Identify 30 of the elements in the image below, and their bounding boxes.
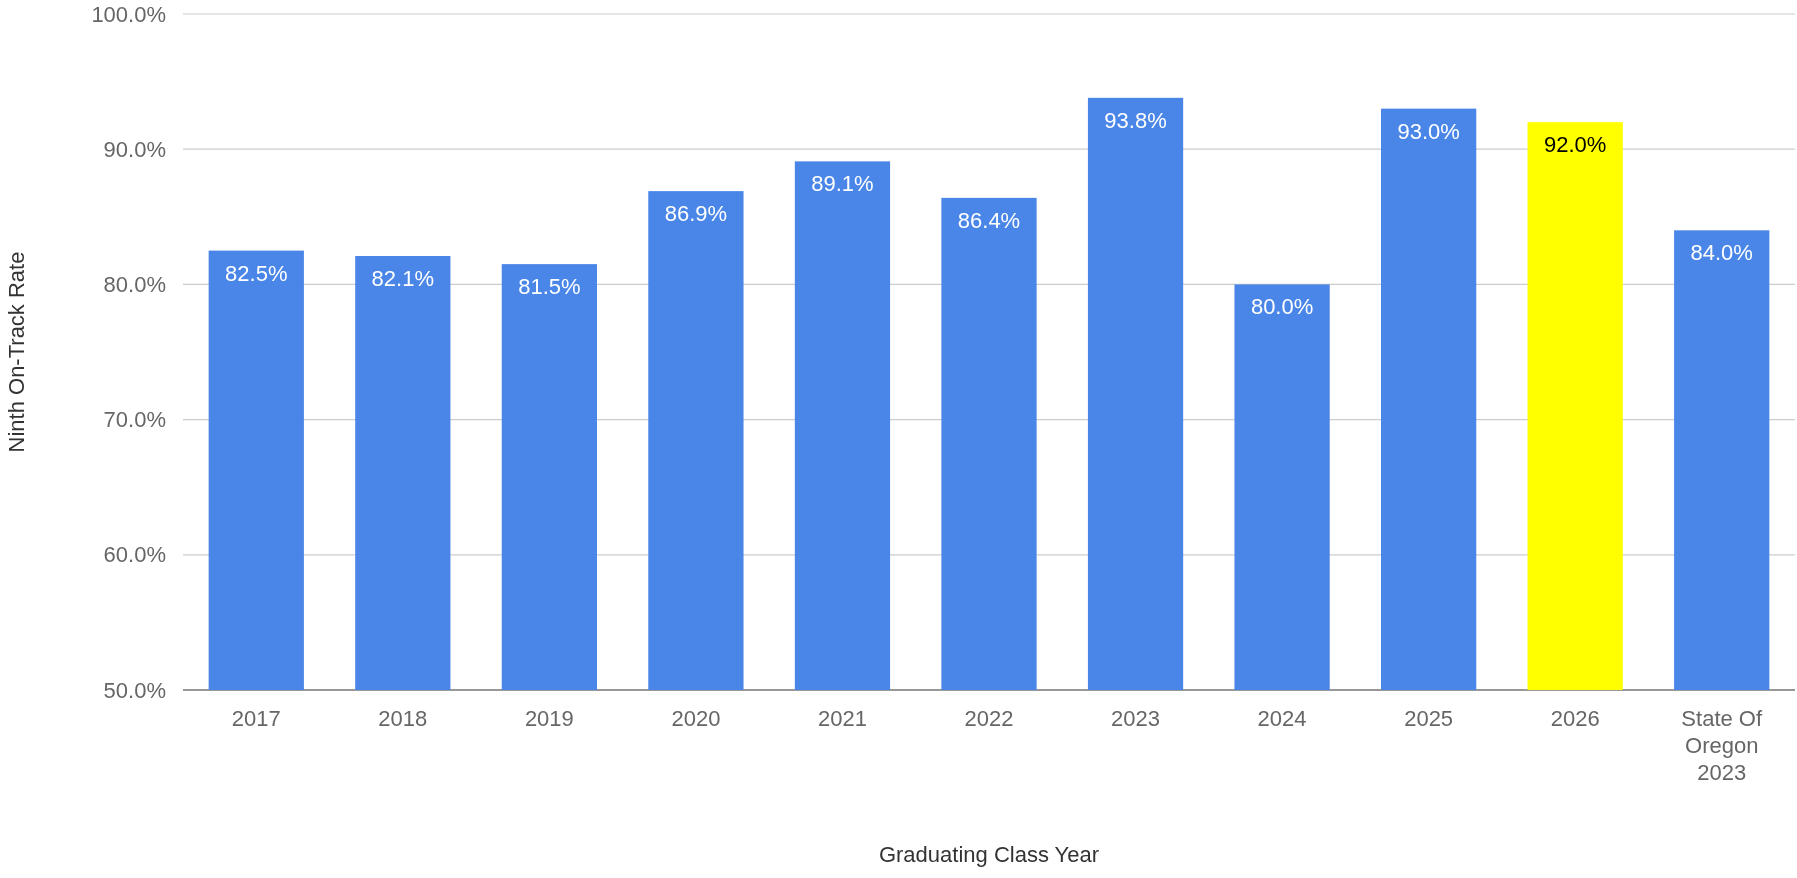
y-tick-label: 90.0% (103, 136, 166, 162)
data-label: 92.0% (1543, 132, 1607, 158)
x-tick-label: 2017 (231, 706, 281, 731)
data-label: 93.0% (1397, 118, 1460, 144)
x-tick-label: 2018 (378, 706, 428, 731)
x-tick-label: 2022 (964, 706, 1014, 731)
data-label: 84.0% (1690, 240, 1753, 266)
x-tick-label: 2023 (1111, 706, 1161, 731)
x-tick-label: 2021 (817, 706, 867, 731)
x-tick-label: 2024 (1257, 706, 1307, 731)
y-tick-label: 70.0% (103, 407, 166, 433)
data-label: 82.1% (371, 266, 435, 292)
data-label: 86.9% (664, 201, 728, 227)
data-label: 81.5% (518, 274, 581, 300)
y-tick-label: 50.0% (103, 677, 166, 703)
data-label: 80.0% (1250, 294, 1314, 320)
data-label: 93.8% (1104, 107, 1167, 133)
x-axis-title: Graduating Class Year (878, 842, 1100, 867)
data-label: 89.1% (811, 171, 874, 197)
y-tick-label: 80.0% (103, 271, 166, 297)
x-tick-label: 2025 (1404, 706, 1454, 731)
x-tick-label: 2026 (1550, 706, 1600, 731)
data-label: 82.5% (225, 260, 288, 286)
data-label: 86.4% (957, 207, 1021, 233)
x-tick-label: 2019 (524, 706, 574, 731)
y-tick-label: 60.0% (103, 542, 166, 568)
x-tick-label: State Of Oregon 2023 (1681, 706, 1763, 785)
x-tick-label: 2020 (671, 706, 721, 731)
y-axis-title: Ninth On-Track Rate (4, 251, 29, 453)
y-tick-label: 100.0% (91, 1, 166, 27)
